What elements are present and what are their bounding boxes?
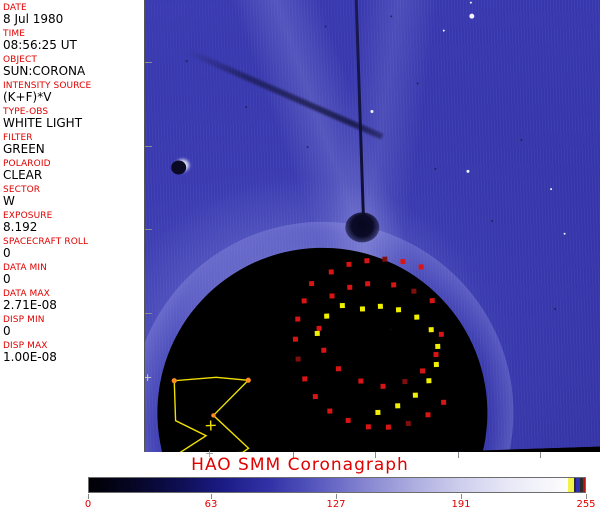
meta-label-type-obs: TYPE-OBS	[3, 107, 49, 117]
colorbar-end-stripe	[573, 478, 577, 492]
meta-label-spacecraft-roll: SPACECRAFT ROLL	[3, 237, 89, 247]
axis-tick-left	[145, 313, 152, 314]
colorbar-tick	[586, 494, 587, 499]
metadata-panel: DATE 8 Jul 1980 TIME 08:56:25 UT OBJECT …	[0, 0, 145, 452]
meta-label-data-max: DATA MAX	[3, 289, 50, 299]
meta-field-polaroid: POLAROID CLEAR	[3, 159, 144, 182]
meta-field-type-obs: TYPE-OBS WHITE LIGHT	[3, 107, 144, 130]
meta-label-sector: SECTOR	[3, 185, 41, 195]
roi-svg	[171, 376, 251, 452]
plot-title: HAO SMM Coronagraph	[191, 455, 409, 475]
meta-field-data-max: DATA MAX 2.71E-08	[3, 289, 144, 312]
meta-label-filter: FILTER	[3, 133, 33, 143]
axis-tick-bottom	[540, 452, 541, 458]
coronagraph-image: +	[145, 0, 600, 452]
colorbar-tick	[211, 494, 212, 499]
meta-field-filter: FILTER GREEN	[3, 133, 144, 156]
colorbar-end-stripe	[576, 478, 581, 492]
meta-label-exposure: EXPOSURE	[3, 211, 53, 221]
meta-label-intensity-source: INTENSITY SOURCE	[3, 81, 92, 91]
colorbar-tick	[336, 494, 337, 499]
axis-plus-marker: +	[145, 371, 153, 384]
axis-tick-bottom	[458, 452, 459, 458]
colorbar-gradient	[89, 478, 569, 492]
meta-value-exposure: 8.192	[3, 220, 38, 234]
meta-label-time: TIME	[3, 29, 26, 39]
colorbar-tick-label: 127	[326, 499, 346, 510]
roi-outline	[173, 376, 250, 452]
meta-value-data-max: 2.71E-08	[3, 298, 57, 312]
colorbar-tick-label: 255	[576, 499, 596, 510]
colorbar-end-stripe	[580, 478, 583, 492]
meta-field-disp-min: DISP MIN 0	[3, 315, 144, 338]
meta-field-spacecraft-roll: SPACECRAFT ROLL 0	[3, 237, 144, 260]
roi-centroid-cross	[205, 420, 216, 431]
colorbar-tick	[88, 494, 89, 499]
meta-label-object: OBJECT	[3, 55, 37, 65]
meta-label-data-min: DATA MIN	[3, 263, 47, 273]
meta-value-intensity-source: (K+F)*V	[3, 90, 52, 104]
colorbar-tick-label: 191	[451, 499, 471, 510]
meta-field-sector: SECTOR W	[3, 185, 144, 208]
meta-field-exposure: EXPOSURE 8.192	[3, 211, 144, 234]
axis-tick-bottom	[375, 452, 376, 458]
colorbar-tick	[461, 494, 462, 499]
colorbar[interactable]	[88, 477, 586, 493]
meta-label-date: DATE	[3, 3, 27, 13]
meta-field-data-min: DATA MIN 0	[3, 263, 144, 286]
corona-field	[145, 0, 600, 452]
meta-label-disp-min: DISP MIN	[3, 315, 45, 325]
colorbar-tick-label: 0	[84, 499, 92, 510]
meta-value-data-min: 0	[3, 272, 11, 286]
axis-tick-left	[145, 146, 152, 147]
meta-field-intensity-source: INTENSITY SOURCE (K+F)*V	[3, 81, 144, 104]
roi-vertex	[245, 377, 251, 383]
meta-field-disp-max: DISP MAX 1.00E-08	[3, 341, 144, 364]
colorbar-end-stripe	[568, 478, 574, 492]
meta-field-object: OBJECT SUN:CORONA	[3, 55, 144, 78]
meta-field-time: TIME 08:56:25 UT	[3, 29, 144, 52]
colorbar-axis: 0 63 127 191 255	[85, 494, 596, 510]
axis-tick-bottom	[293, 452, 294, 458]
colorbar-end-stripe	[582, 478, 585, 492]
meta-label-disp-max: DISP MAX	[3, 341, 48, 351]
meta-value-disp-min: 0	[3, 324, 11, 338]
meta-value-sector: W	[3, 194, 15, 208]
meta-value-object: SUN:CORONA	[3, 64, 86, 78]
meta-value-disp-max: 1.00E-08	[3, 350, 57, 364]
meta-field-date: DATE 8 Jul 1980	[3, 3, 144, 26]
axis-plus-marker: +	[205, 447, 215, 460]
roi-vertex	[171, 378, 177, 384]
meta-value-polaroid: CLEAR	[3, 168, 43, 182]
axis-tick-left	[145, 62, 152, 63]
colorbar-tick-label: 63	[204, 499, 218, 510]
meta-value-filter: GREEN	[3, 142, 45, 156]
roi-vertex	[211, 413, 216, 418]
meta-value-spacecraft-roll: 0	[3, 246, 11, 260]
axis-tick-left	[145, 229, 152, 230]
meta-value-type-obs: WHITE LIGHT	[3, 116, 83, 130]
meta-label-polaroid: POLAROID	[3, 159, 51, 169]
meta-value-date: 8 Jul 1980	[3, 12, 64, 26]
meta-value-time: 08:56:25 UT	[3, 38, 77, 52]
